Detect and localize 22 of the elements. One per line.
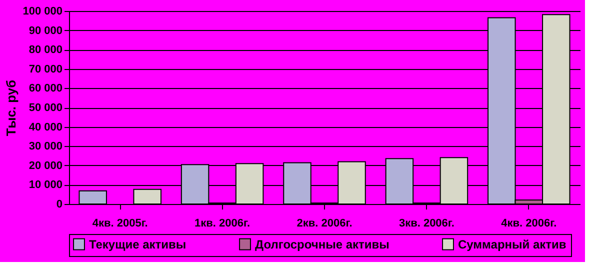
y-tick-label: 10 000 — [28, 179, 62, 192]
y-tick-label: 50 000 — [28, 102, 62, 114]
y-tick-label: 20 000 — [28, 160, 62, 172]
x-tick-label: 1кв. 2006г. — [194, 218, 250, 230]
legend-label: Суммарный актив — [458, 237, 566, 252]
y-tick-label: 90 000 — [28, 24, 62, 37]
bar — [78, 190, 107, 204]
y-tick-label: 0 — [56, 198, 62, 210]
y-tick-label: 30 000 — [28, 140, 62, 153]
x-tick-label: 2кв. 2006г. — [296, 218, 352, 230]
legend-label: Текущие активы — [89, 237, 186, 252]
legend-label: Долгосрочные активы — [255, 237, 390, 252]
bar — [133, 188, 162, 204]
y-tick-label: 100 000 — [22, 6, 62, 18]
x-tick-label: 3кв. 2006г. — [398, 218, 454, 230]
y-tick-label: 40 000 — [28, 121, 62, 134]
y-tick-label: 70 000 — [28, 63, 62, 76]
x-tick-label: 4кв. 2005г. — [92, 218, 148, 230]
y-tick-label: 60 000 — [28, 82, 62, 95]
x-tick-label: 4кв. 2006г. — [501, 218, 557, 230]
y-tick-label: 80 000 — [28, 44, 62, 56]
y-axis-title: Тыс. руб — [4, 80, 19, 136]
